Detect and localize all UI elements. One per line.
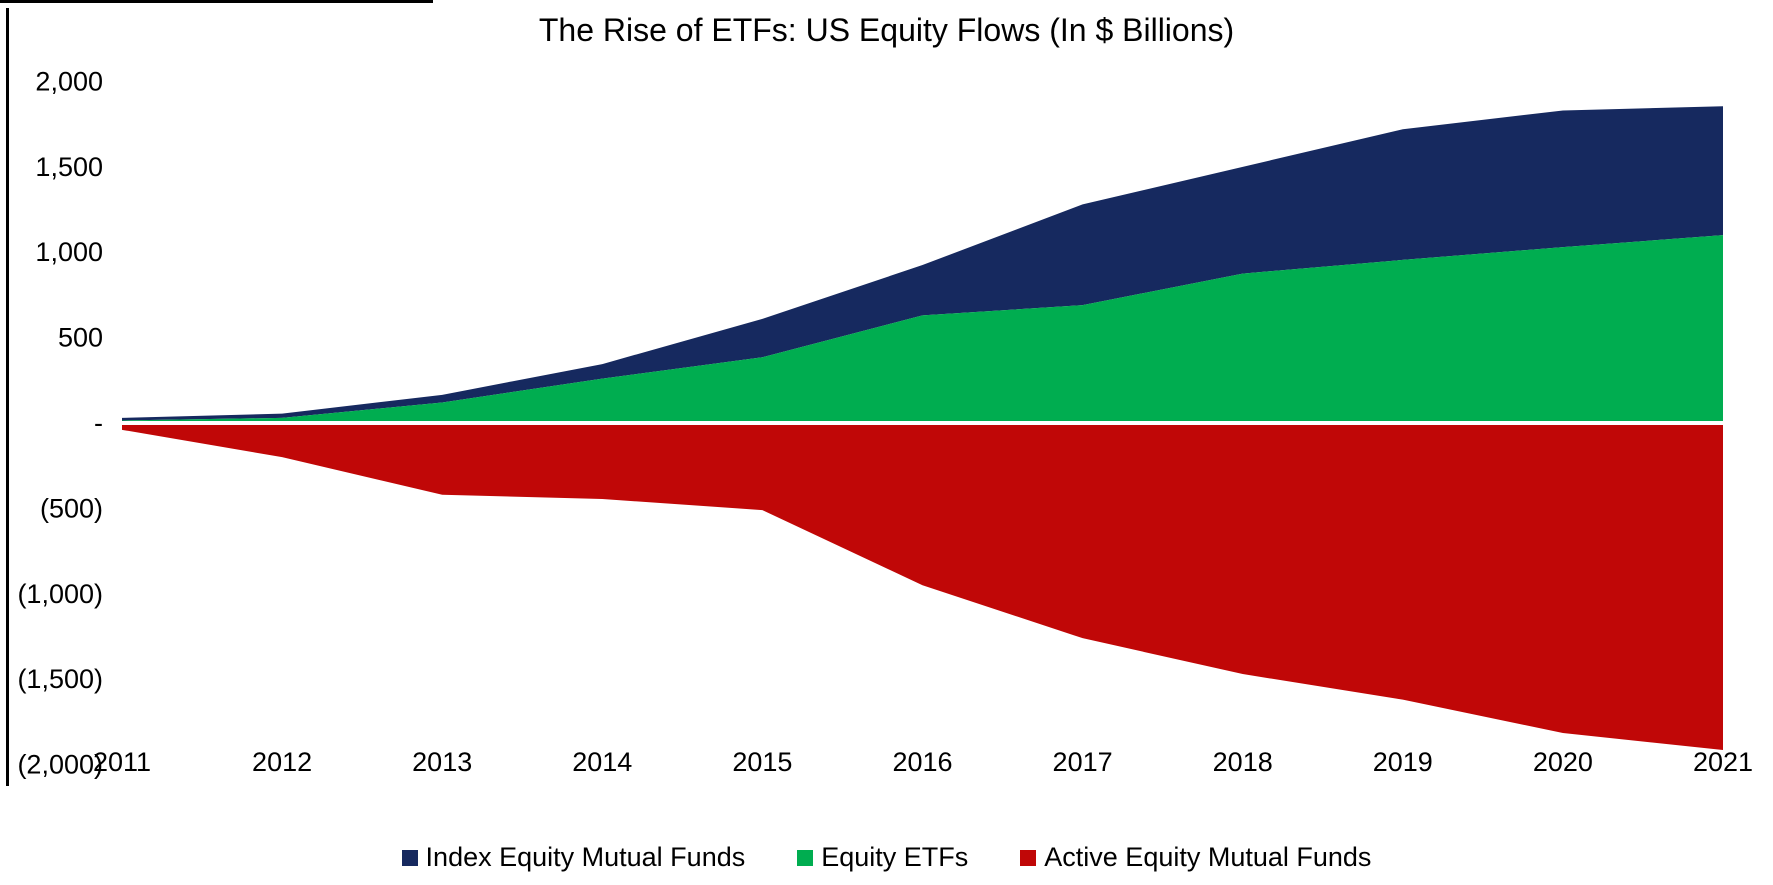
y-axis-tick-label: (1,000) [17,579,103,609]
y-axis-tick-label: 1,000 [35,237,103,267]
x-axis-tick-label: 2020 [1533,747,1593,777]
x-axis-tick-label: 2018 [1213,747,1273,777]
legend-item-index-equity-mutual-funds: Index Equity Mutual Funds [401,842,746,873]
x-axis-tick-label: 2015 [732,747,792,777]
y-axis-tick-label: 2,000 [35,66,103,96]
x-axis-tick-label: 2011 [93,747,151,777]
y-axis-tick-label: 1,500 [35,152,103,182]
y-axis-tick-label: (500) [40,493,103,523]
area-index-equity-mutual-funds [122,106,1723,421]
x-axis-tick-label: 2016 [892,747,952,777]
x-axis-tick-label: 2014 [572,747,632,777]
chart-legend: Index Equity Mutual Funds Equity ETFs Acti… [0,842,1773,873]
legend-swatch-icon [1020,849,1037,866]
legend-item-active-equity-mutual-funds: Active Equity Mutual Funds [1020,842,1371,873]
y-axis-tick-label: (1,500) [17,664,103,694]
area-active-equity-mutual-funds [122,423,1723,751]
area-equity-etfs [122,235,1723,423]
legend-label: Active Equity Mutual Funds [1044,842,1372,872]
x-axis-tick-label: 2013 [412,747,472,777]
legend-swatch-icon [401,849,418,866]
y-axis-line [6,8,9,786]
zero-axis-line [122,421,1723,425]
legend-swatch-icon [797,849,814,866]
chart-border-top [0,0,433,3]
y-axis-tick-label: (2,000) [17,750,103,780]
x-axis-tick-label: 2021 [1693,747,1753,777]
x-axis-tick-label: 2017 [1053,747,1113,777]
x-axis-tick-label: 2019 [1373,747,1433,777]
x-axis-tick-label: 2012 [252,747,312,777]
legend-item-equity-etfs: Equity ETFs [797,842,968,873]
chart-title: The Rise of ETFs: US Equity Flows (In $ … [538,12,1235,48]
legend-label: Index Equity Mutual Funds [425,842,746,872]
y-axis-tick-label: - [94,408,103,438]
y-axis-tick-label: 500 [58,323,103,353]
legend-label: Equity ETFs [821,842,969,872]
